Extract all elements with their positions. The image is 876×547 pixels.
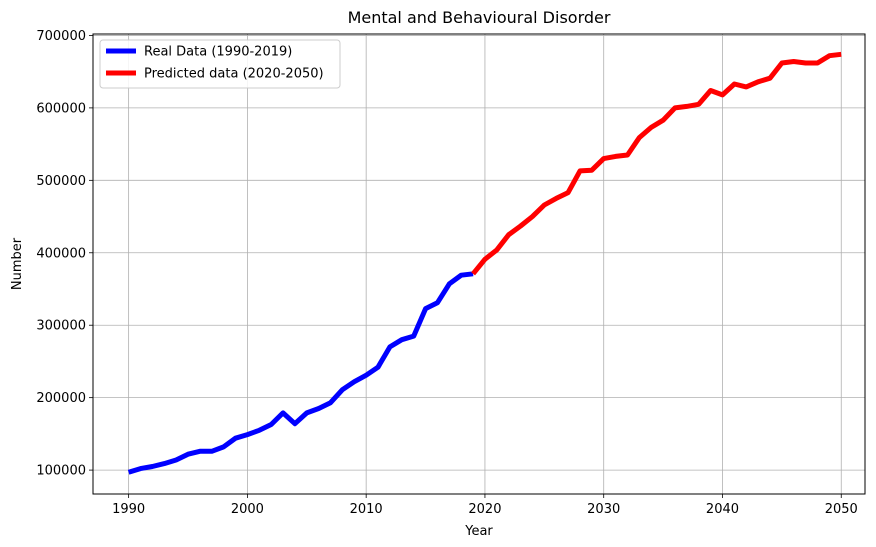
x-tick-label: 2020 [468,502,501,517]
legend: Real Data (1990-2019) Predicted data (202… [99,39,341,89]
legend-label: Real Data (1990-2019) [144,45,292,60]
y-tick-label: 300000 [36,319,86,334]
y-tick-label: 100000 [36,464,86,479]
y-tick-label: 500000 [36,174,86,189]
grid [93,34,865,494]
x-tick-label: 1990 [112,502,145,517]
x-tick-label: 2030 [587,502,620,517]
x-tick-label: 2040 [706,502,739,517]
series-line-predicted-data [471,51,842,276]
y-axis-label: Number [10,237,25,290]
chart-title: Mental and Behavioural Disorder [348,8,611,27]
x-tick-label: 2010 [350,502,383,517]
series-line-real-data [127,271,474,475]
x-tick-label: 2000 [231,502,264,517]
y-tick-label: 700000 [36,29,86,44]
plot-frame [92,33,866,495]
y-tick-label: 200000 [36,391,86,406]
x-axis-label: Year [464,524,493,539]
y-tick-label: 600000 [36,101,86,116]
x-tick-label: 2050 [825,502,858,517]
legend-box [99,39,341,89]
y-tick-label: 400000 [36,246,86,261]
legend-label: Predicted data (2020-2050) [144,67,324,82]
series-layer [127,51,842,475]
ticks: 1990 2000 2010 2020 2030 2040 2050 100000 200000… [36,29,857,517]
